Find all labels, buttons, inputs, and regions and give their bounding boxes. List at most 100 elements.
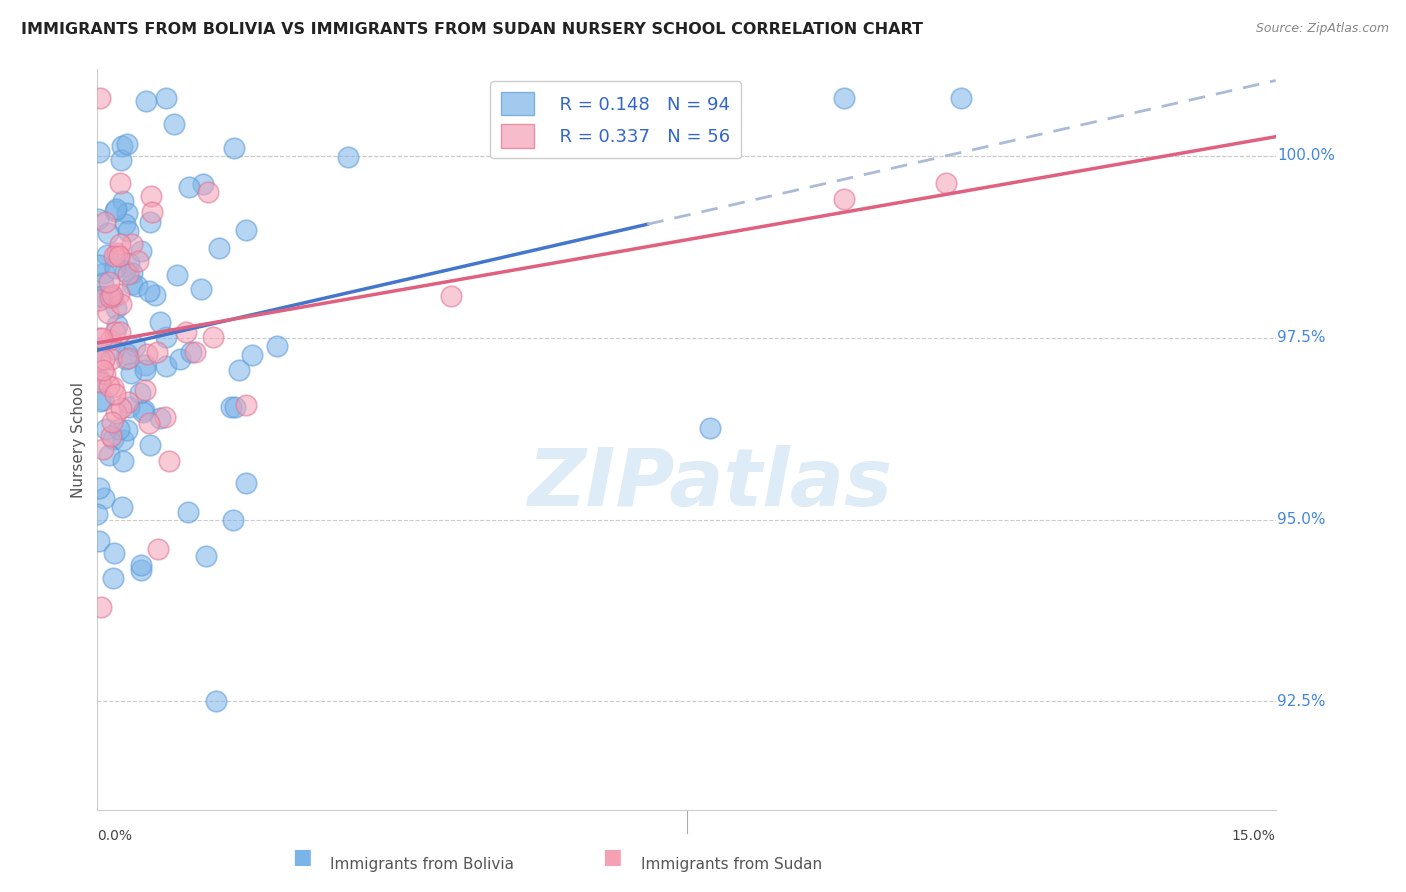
Text: 15.0%: 15.0% — [1232, 829, 1275, 843]
Point — [90, 331, 112, 345]
Point — [104, 387, 127, 401]
Point — [114, 351, 136, 366]
Point — [134, 384, 156, 398]
Point — [139, 438, 162, 452]
Point — [117, 395, 139, 409]
Point — [104, 202, 127, 217]
Point — [105, 301, 128, 315]
Point — [222, 141, 245, 155]
Point — [87, 259, 110, 273]
Point — [228, 363, 250, 377]
Point — [176, 505, 198, 519]
Point — [134, 359, 156, 373]
Point — [115, 206, 138, 220]
Point — [87, 331, 110, 345]
Point — [121, 237, 143, 252]
Point — [235, 476, 257, 491]
Point — [87, 212, 110, 227]
Y-axis label: Nursery School: Nursery School — [72, 382, 86, 498]
Point — [90, 289, 112, 303]
Point — [155, 359, 177, 374]
Point — [91, 442, 114, 456]
Text: ZIPatlas: ZIPatlas — [527, 445, 893, 523]
Point — [98, 379, 121, 393]
Point — [93, 215, 115, 229]
Point — [91, 362, 114, 376]
Point — [111, 454, 134, 468]
Point — [117, 347, 139, 361]
Point — [98, 333, 121, 347]
Point — [127, 278, 149, 293]
Point — [97, 275, 120, 289]
Point — [97, 226, 120, 240]
Point — [235, 222, 257, 236]
Point — [141, 189, 163, 203]
Point — [935, 176, 957, 190]
Point — [89, 372, 111, 386]
Point — [174, 325, 197, 339]
Point — [266, 338, 288, 352]
Point — [93, 266, 115, 280]
Point — [950, 90, 973, 104]
Text: Immigrants from Sudan: Immigrants from Sudan — [641, 857, 821, 872]
Point — [222, 512, 245, 526]
Point — [117, 351, 139, 365]
Point — [141, 204, 163, 219]
Text: 92.5%: 92.5% — [1277, 694, 1326, 709]
Point — [111, 139, 134, 153]
Point — [87, 341, 110, 355]
Point — [96, 248, 118, 262]
Point — [121, 266, 143, 280]
Point — [135, 94, 157, 108]
Point — [101, 415, 124, 429]
Point — [114, 264, 136, 278]
Point — [699, 421, 721, 435]
Point — [108, 287, 131, 301]
Point — [91, 392, 114, 407]
Point — [108, 249, 131, 263]
Point — [190, 282, 212, 296]
Point — [110, 401, 132, 416]
Point — [104, 260, 127, 275]
Point — [103, 249, 125, 263]
Point — [201, 330, 224, 344]
Point — [108, 176, 131, 190]
Point — [149, 411, 172, 425]
Point — [129, 244, 152, 259]
Point — [97, 306, 120, 320]
Text: Immigrants from Bolivia: Immigrants from Bolivia — [330, 857, 513, 872]
Point — [104, 325, 127, 339]
Point — [111, 500, 134, 514]
Point — [163, 117, 186, 131]
Point — [89, 293, 111, 307]
Point — [91, 276, 114, 290]
Point — [108, 236, 131, 251]
Legend:   R = 0.148   N = 94,   R = 0.337   N = 56: R = 0.148 N = 94, R = 0.337 N = 56 — [491, 81, 741, 159]
Point — [101, 380, 124, 394]
Point — [832, 90, 855, 104]
Point — [440, 288, 463, 302]
Point — [89, 393, 111, 408]
Point — [93, 352, 115, 367]
Point — [111, 433, 134, 447]
Point — [110, 325, 132, 339]
Point — [337, 150, 360, 164]
Point — [89, 91, 111, 105]
Point — [98, 290, 121, 304]
Point — [138, 215, 160, 229]
Point — [101, 290, 124, 304]
Text: Source: ZipAtlas.com: Source: ZipAtlas.com — [1256, 22, 1389, 36]
Point — [94, 368, 117, 382]
Point — [155, 329, 177, 343]
Point — [129, 386, 152, 401]
Point — [105, 318, 128, 333]
Point — [148, 541, 170, 556]
Point — [177, 179, 200, 194]
Text: ■: ■ — [602, 847, 621, 867]
Point — [832, 192, 855, 206]
Point — [110, 297, 132, 311]
Point — [87, 145, 110, 160]
Point — [101, 571, 124, 585]
Point — [180, 344, 202, 359]
Point — [118, 400, 141, 414]
